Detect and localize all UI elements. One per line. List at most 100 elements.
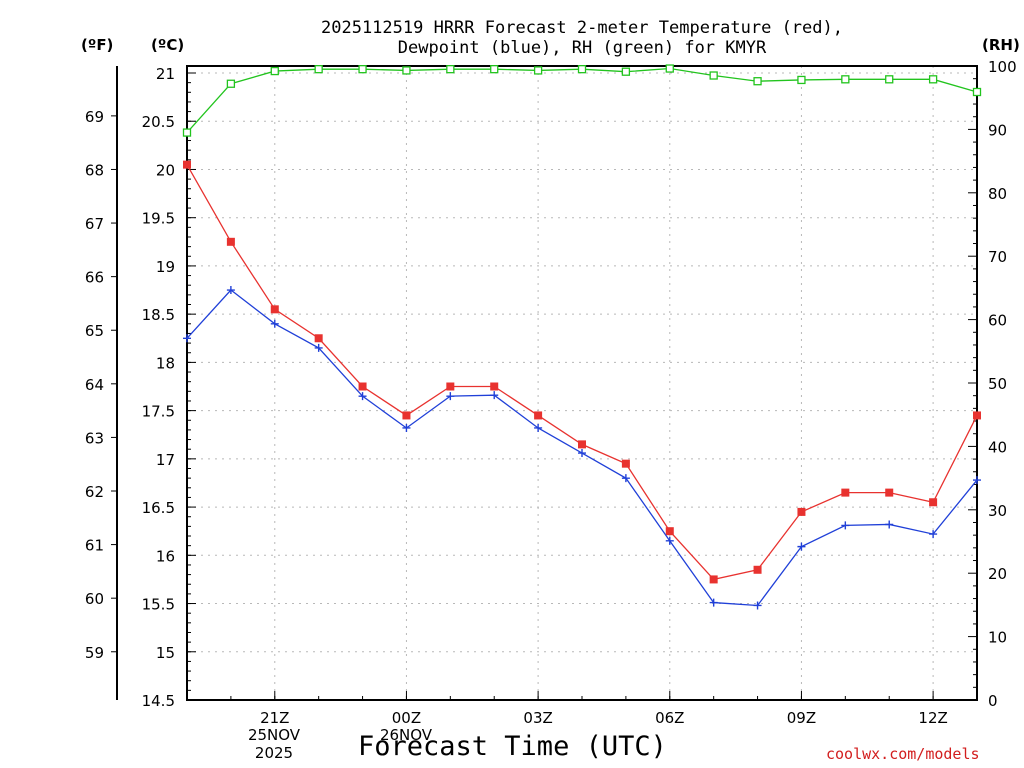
- fahrenheit-tick-label: 65: [85, 322, 104, 340]
- date-label-25nov: 25NOV 2025: [234, 726, 314, 762]
- temperature-point: [885, 488, 894, 497]
- rh-point: [621, 67, 631, 76]
- rh-point: [972, 87, 982, 97]
- dewpoint-point: [446, 392, 455, 401]
- temperature-point: [358, 382, 367, 391]
- dewpoint-point: [841, 521, 850, 530]
- fahrenheit-tick-label: 67: [85, 215, 104, 233]
- dewpoint-point: [314, 343, 323, 352]
- temperature-point: [226, 237, 235, 246]
- temperature-point: [183, 160, 191, 169]
- x-tick-label: 09Z: [787, 709, 816, 727]
- dewpoint-point: [490, 391, 499, 400]
- temperature-point: [841, 488, 850, 497]
- data-series: [182, 64, 982, 610]
- temperature-point: [446, 382, 455, 391]
- dewpoint-point: [183, 334, 191, 343]
- rh-tick-label: 40: [988, 438, 1007, 456]
- rh-tick-label: 20: [988, 565, 1007, 583]
- plot-frame: [186, 65, 978, 701]
- dewpoint-point: [709, 598, 718, 607]
- rh-tick-label: 60: [988, 312, 1007, 330]
- temperature-point: [665, 527, 674, 536]
- celsius-tick-label: 16.5: [142, 499, 175, 517]
- fahrenheit-tick-label: 61: [85, 537, 104, 555]
- temperature-point: [797, 507, 806, 516]
- axis-ticks: [111, 65, 978, 701]
- fahrenheit-tick-label: 62: [85, 483, 104, 501]
- chart-title-line2: Dewpoint (blue), RH (green) for KMYR: [397, 38, 767, 58]
- dewpoint-point: [358, 392, 367, 401]
- dewpoint-point: [621, 474, 630, 483]
- rh-tick-label: 80: [988, 185, 1007, 203]
- celsius-unit-label: (ºC): [151, 36, 185, 54]
- rh-point: [753, 77, 762, 86]
- celsius-tick-label: 20.5: [142, 113, 175, 131]
- x-axis-title: Forecast Time (UTC): [358, 731, 667, 762]
- fahrenheit-tick-label: 68: [85, 161, 104, 179]
- rh-point: [270, 66, 279, 76]
- rh-point: [402, 66, 411, 75]
- celsius-tick-label: 16: [156, 547, 175, 565]
- rh-tick-label: 70: [988, 248, 1007, 266]
- dewpoint-point: [578, 449, 586, 458]
- celsius-tick-label: 19.5: [142, 210, 175, 228]
- rh-point: [490, 65, 499, 74]
- celsius-tick-label: 17: [156, 451, 175, 469]
- x-tick-label: 21Z: [260, 709, 289, 727]
- credit-link[interactable]: coolwx.com/models: [826, 745, 980, 763]
- fahrenheit-unit-label: (ºF): [81, 36, 114, 54]
- temperature-point: [929, 498, 938, 507]
- celsius-tick-label: 18: [156, 354, 175, 372]
- fahrenheit-tick-label: 66: [85, 269, 104, 287]
- celsius-tick-label: 14.5: [142, 692, 175, 710]
- date-label-day: 25NOV: [247, 726, 301, 744]
- temperature-point: [973, 411, 981, 420]
- fahrenheit-tick-label: 59: [85, 644, 104, 662]
- x-tick-label: 12Z: [918, 709, 947, 727]
- rh-tick-label: 50: [988, 375, 1007, 393]
- rh-tick-label: 30: [988, 502, 1007, 520]
- date-label-day: 26NOV: [379, 726, 433, 744]
- celsius-tick-label: 21: [156, 65, 175, 83]
- dewpoint-point: [797, 542, 806, 551]
- temperature-point: [490, 382, 499, 391]
- dewpoint-point: [973, 476, 981, 485]
- date-label-year: 2025: [254, 744, 294, 762]
- rh-tick-label: 0: [988, 692, 998, 710]
- x-tick-label: 03Z: [523, 709, 552, 727]
- rh-point: [314, 65, 323, 74]
- rh-point: [797, 75, 806, 85]
- axis-tick-labels: 21Z 00Z 03Z 06Z 09Z 12Z 21 20.5 20 19.5 19 18.5 18 17…: [85, 58, 1017, 727]
- dewpoint-point: [665, 536, 674, 545]
- dewpoint-point: [929, 530, 938, 539]
- rh-point: [446, 65, 455, 74]
- rh-point: [841, 75, 850, 84]
- rh-point: [577, 65, 587, 74]
- rh-point: [533, 66, 543, 75]
- temperature-point: [753, 565, 762, 574]
- temperature-line: [186, 164, 978, 581]
- celsius-tick-label: 19: [156, 258, 175, 276]
- dewpoint-point: [226, 286, 235, 295]
- temperature-point: [534, 411, 543, 420]
- fahrenheit-tick-label: 60: [85, 590, 104, 608]
- rh-unit-label: (RH): [982, 36, 1020, 54]
- dewpoint-point: [753, 601, 762, 610]
- celsius-tick-label: 20: [156, 161, 175, 179]
- dewpoint-point: [402, 423, 411, 432]
- rh-point: [885, 75, 894, 84]
- rh-point: [182, 128, 192, 137]
- dewpoint-point: [534, 423, 543, 432]
- rh-tick-label: 100: [988, 58, 1017, 76]
- temperature-point: [578, 440, 586, 449]
- rh-point: [226, 79, 236, 88]
- fahrenheit-tick-label: 69: [85, 108, 104, 126]
- x-tick-label: 06Z: [655, 709, 684, 727]
- rh-point: [665, 64, 674, 73]
- rh-point: [358, 65, 367, 74]
- date-label-26nov: 26NOV: [366, 726, 446, 744]
- temperature-point: [402, 411, 411, 420]
- dewpoint-point: [885, 520, 894, 529]
